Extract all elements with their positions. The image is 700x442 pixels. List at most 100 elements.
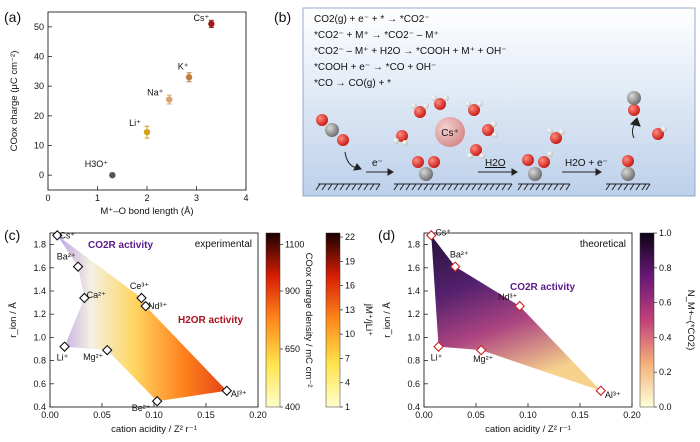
panel-xtick-label: 0.15 [571,410,589,420]
step-label-electron: e⁻ [372,158,383,169]
panel-c-co2r-label: CO2R activity [88,240,153,251]
equation-list: CO2(g) + e⁻ + * → *CO2⁻ *CO2⁻ + M⁺ → *CO… [314,14,507,89]
panel-ytick-label: 0.6 [33,379,46,389]
panel-xtick-label: 0.05 [467,410,485,420]
adsorbed-co2 [412,156,440,181]
step-label-water: H2O [485,158,506,169]
cation-label: Ba²⁺ [450,250,469,260]
cation-marker [101,344,113,356]
panel-c-corner-label: experimental [195,239,252,250]
panel-c-colorbar-right [325,232,341,408]
electrode-surfaces [315,183,651,191]
cation-marker [595,385,607,397]
panel-c-colorbar-right-label: jM⁺/jLi⁺ [363,303,374,336]
panel-d-activity-region [431,235,601,391]
panel-xtick-label: 0.15 [197,410,215,420]
panel-a-xtick-label: 4 [243,193,248,203]
panel-d-chart: 0.00 0.05 0.10 0.15 0.20 0.4 0.6 0.8 1.0 1.2 1.4 1.… [382,227,696,435]
colorbar-right-tick-label: 10 [345,329,355,339]
panel-a-ylabel: COox charge (μC cm⁻²) [9,51,20,152]
panel-ytick-label: 1.0 [407,332,420,342]
panel-d-xlabel: cation acidity / Z² r⁻¹ [485,424,571,435]
panel-ytick-label: 0.4 [407,402,420,412]
cation-label: Nd³⁺ [148,301,168,311]
colorbar-right-tick-label: 4 [345,378,350,388]
panel-a-xtick-label: 3 [194,193,199,203]
panel-d-ticks: 0.00 0.05 0.10 0.15 0.20 0.4 0.6 0.8 1.0 1.2 1.4 1.… [407,240,640,420]
panel-xtick-label: 0.00 [41,410,59,420]
colorbar-d-tick-label: 0.0 [659,402,672,412]
cation-marker [140,300,151,312]
activity-region-fill [57,235,227,402]
cation-label: Nd³⁺ [498,292,518,302]
panel-a-frame [47,11,247,191]
equation-4: *COOH + e⁻ → *CO + OH⁻ [314,62,436,73]
equation-2: *CO2⁻ + M⁺ → *CO2⁻ – M⁺ [314,30,439,41]
cation-marker [51,230,63,241]
colorbar-d-tick-label: 0.2 [659,367,672,377]
panel-a-ytick-label: 30 [34,81,44,91]
panel-xtick-label: 0.00 [415,410,433,420]
cation-label: Cs⁺ [435,227,451,237]
panel-a-point [143,128,151,136]
cation-label: Al³⁺ [231,389,247,399]
panel-c-colorbar-left-label: COox charge density / mC cm⁻² [303,253,314,388]
colorbar-d-tick-label: 0.4 [659,332,672,342]
panel-a-ytick-label: 50 [34,22,44,32]
equation-3: *CO2⁻ – M⁺ + H2O → *COOH + M⁺ + OH⁻ [314,46,507,57]
panel-c-colorbar-ticks: 400 650 900 1100 1 4 7 10 13 16 19 22 [280,232,355,412]
colorbar-d-tick-label: 1.0 [659,228,672,238]
panel-c-ylabel: r_ion / Å [8,302,19,338]
cation-label: Li⁺ [57,353,69,363]
panel-d-co2r-label: CO2R activity [510,282,575,293]
cation-label: Al³⁺ [605,390,621,400]
colorbar-left-tick-label: 1100 [285,240,304,250]
panel-a-xtick-label: 2 [144,193,149,203]
equation-5: *CO → CO(g) + * [314,78,391,89]
colorbar-right-tick-label: 19 [345,256,355,266]
panel-label-c: (c) [4,227,20,243]
cation-marker [72,261,84,272]
panel-c-colorbar-left [265,232,281,408]
panel-c-points: Cs⁺ Ba²⁺ Ca²⁺ Ce³⁺ Nd³⁺ Li⁺ Mg²⁺ Be²⁺ Al³⁺ [51,230,247,413]
cation-label: Cs⁺ [59,230,75,240]
cation-marker [425,230,437,241]
panel-ytick-label: 0.6 [407,379,420,389]
step-arrows [344,117,641,176]
panel-label-d: (d) [378,227,395,243]
cation-marker [221,385,233,397]
panel-d-corner-label: theoretical [580,239,626,250]
panel-ytick-label: 1.6 [407,263,420,273]
colorbar-right-tick-label: 13 [345,305,355,315]
cation-label: Li⁺ [431,353,443,363]
colorbar-left-tick-label: 650 [285,344,300,354]
colorbar-left-tick-label: 400 [285,402,300,412]
panel-a-xtick-label: 1 [95,193,100,203]
panel-a-ytick-label: 0 [39,170,44,180]
panel-ytick-label: 0.4 [33,402,46,412]
cation-marker [449,261,461,272]
colorbar-right-tick-label: 1 [345,402,350,412]
panel-ytick-label: 1.2 [33,309,46,319]
panel-ytick-label: 1.8 [33,240,46,250]
panel-xtick-label: 0.20 [623,410,641,420]
colorbar-right-tick-label: 7 [345,353,350,363]
adsorbed-cooh [522,128,565,181]
cation-label: Mg²⁺ [83,352,103,362]
step-label-water-electron: H2O + e⁻ [565,158,608,169]
activity-region-fill [431,235,601,391]
panel-b-scheme: CO2(g) + e⁻ + * → *CO2⁻ *CO2⁻ + M⁺ → *CO… [302,7,696,197]
panel-a-point-label: K⁺ [178,61,189,71]
panel-d-colorbar-ticks: 0.0 0.2 0.4 0.6 0.8 1.0 [654,228,672,412]
panel-a-point [109,171,116,179]
panel-xtick-label: 0.05 [93,410,111,420]
cation-marker [433,341,444,352]
panel-c-xlabel: cation acidity / Z² r⁻¹ [111,424,197,435]
co2-molecule [316,114,349,146]
cation-label: Be²⁺ [132,403,151,413]
cation-label: Mg²⁺ [473,354,493,364]
panel-d-colorbar [639,232,655,408]
panel-xtick-label: 0.10 [519,410,537,420]
